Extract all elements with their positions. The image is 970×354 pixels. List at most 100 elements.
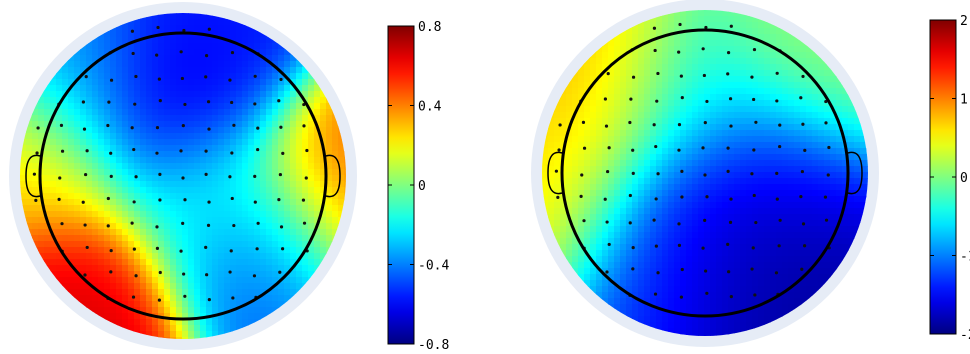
electrode-dot <box>134 74 138 79</box>
colorbar-tick-label: 0.8 <box>418 20 441 35</box>
electrode-dot <box>704 25 708 30</box>
electrode-dot <box>705 99 709 104</box>
electrode-dot <box>232 123 236 127</box>
electrode-dot <box>256 221 260 225</box>
electrode-dot <box>607 242 611 247</box>
electrode-dot <box>799 96 803 100</box>
electrode-dot <box>106 196 110 201</box>
electrode-dot <box>801 122 805 126</box>
electrode-dot <box>277 198 281 202</box>
colorbar-tick-label: -0.4 <box>418 259 449 274</box>
electrode-dot <box>181 176 185 180</box>
electrode-dot <box>253 174 257 179</box>
electrode-dot <box>826 173 830 177</box>
electrode-dot <box>653 48 657 53</box>
electrode-dot <box>85 245 89 250</box>
electrode-dot <box>34 198 38 202</box>
electrode-dot <box>629 97 633 101</box>
electrode-dot <box>750 75 754 79</box>
electrode-dot <box>631 148 635 152</box>
electrode-dot <box>252 274 257 278</box>
electrode-dot <box>130 29 135 33</box>
electrode-dot <box>279 77 283 82</box>
electrode-dot <box>580 173 584 177</box>
colorbar-gradient <box>929 19 957 335</box>
electrode-dot <box>824 99 828 104</box>
electrode-dot <box>628 221 632 225</box>
electrode-dot <box>305 148 309 153</box>
electrode-dot <box>253 102 257 106</box>
electrode-dot <box>631 267 635 271</box>
electrode-dot <box>677 50 681 54</box>
electrode-dot <box>281 247 285 251</box>
electrode-dot <box>183 198 187 202</box>
electrode-dot <box>655 99 659 103</box>
electrode-dot <box>726 146 730 150</box>
electrode-dot <box>579 194 583 199</box>
electrode-dot <box>157 298 162 302</box>
electrode-dot <box>182 272 186 276</box>
topography-field <box>542 10 868 336</box>
electrode-dot <box>704 269 708 273</box>
electrode-dot <box>801 74 805 79</box>
electrode-dot <box>754 120 758 124</box>
electrode-dot <box>253 200 257 204</box>
electrode-dot <box>277 99 281 103</box>
electrode-dot <box>800 267 804 271</box>
electrode-dot <box>58 176 62 180</box>
electrode-dot <box>800 169 804 174</box>
electrode-dot <box>775 171 779 176</box>
electrode-dot <box>206 223 211 228</box>
electrode-dot <box>652 218 656 222</box>
electrode-dot <box>35 151 39 155</box>
electrode-dot <box>82 127 87 131</box>
colorbar-tick-label: 0 <box>418 179 426 194</box>
electrode-dot <box>703 218 707 223</box>
colorbar-tick-label: -1 <box>960 250 970 265</box>
electrode-dot <box>84 172 88 177</box>
electrode-dot <box>301 198 306 202</box>
electrode-dot <box>107 100 111 104</box>
electrode-dot <box>558 123 562 127</box>
electrode-dot <box>204 172 208 176</box>
electrode-dot <box>606 72 610 76</box>
right-ear-outline <box>325 154 341 198</box>
electrode-dot <box>204 245 208 249</box>
electrode-dot <box>60 222 64 226</box>
electrode-dot <box>677 243 682 247</box>
electrode-dot <box>703 121 707 125</box>
electrode-dot <box>607 146 611 150</box>
electrode-dot <box>155 225 159 229</box>
electrode-dot <box>631 75 636 79</box>
electrode-dot <box>603 197 607 201</box>
electrode-dot <box>278 172 282 177</box>
electrode-dot <box>83 273 87 277</box>
electrode-dot <box>304 176 308 180</box>
electrode-dot <box>253 74 257 78</box>
electrode-dot <box>557 148 561 152</box>
electrode-dot <box>207 297 211 302</box>
electrode-dot <box>701 47 705 51</box>
electrode-dot <box>155 246 160 250</box>
electrode-markers <box>32 25 309 302</box>
electrode-dot <box>751 246 755 250</box>
electrode-dot <box>207 27 211 31</box>
electrode-dot <box>656 271 660 275</box>
electrode-dot <box>81 100 85 104</box>
electrode-dot <box>183 102 187 107</box>
electrode-dot <box>728 220 733 225</box>
electrode-dot <box>230 151 234 155</box>
electrode-dot <box>554 169 558 173</box>
electrode-dot <box>204 75 208 79</box>
electrode-dot <box>183 294 187 298</box>
electrode-dot <box>106 224 110 228</box>
electrode-dot <box>155 53 159 57</box>
electrode-dot <box>207 127 211 131</box>
electrode-dot <box>255 247 259 251</box>
electrode-dot <box>680 267 684 272</box>
electrode-dot <box>156 25 160 30</box>
electrode-dot <box>582 146 587 150</box>
electrode-dot <box>778 144 782 149</box>
electrode-dot <box>130 221 134 225</box>
